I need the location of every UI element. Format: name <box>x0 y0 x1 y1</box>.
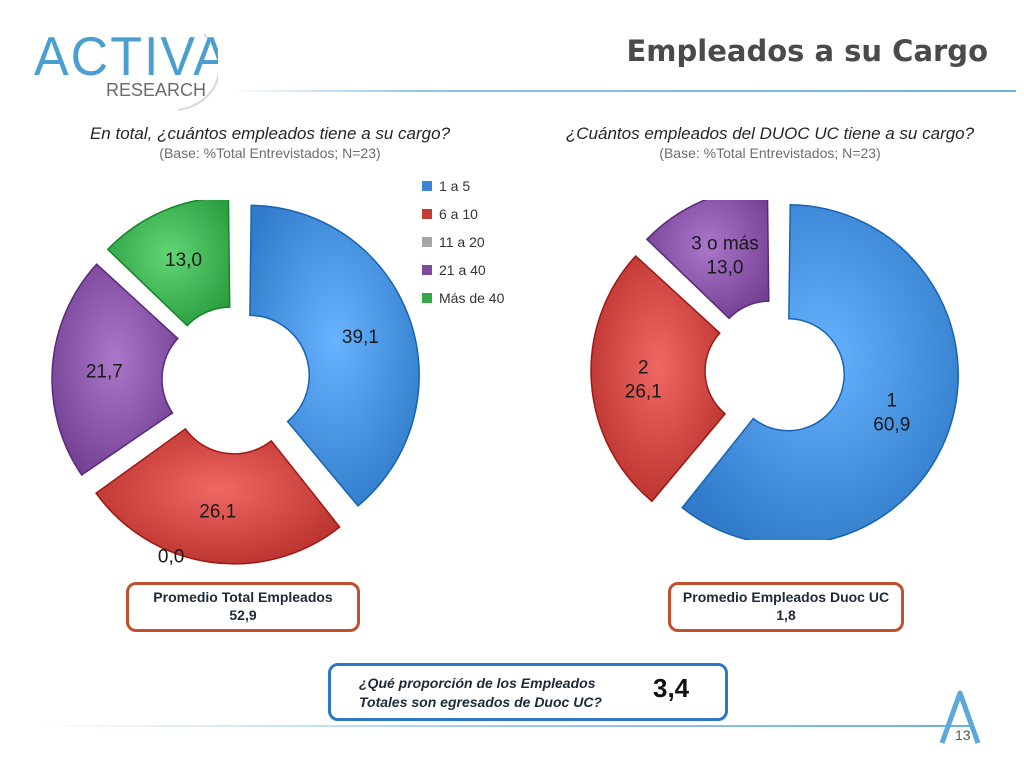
right-question: ¿Cuántos empleados del DUOC UC tiene a s… <box>565 124 975 143</box>
title-divider <box>226 90 1016 92</box>
duoc-employees-donut-chart: 1 60,9 2 26,1 3 o más 13,0 <box>590 200 959 540</box>
logo-swoosh <box>177 33 218 111</box>
logo-sub-text: RESEARCH <box>106 80 206 100</box>
legend-item: 6 a 10 <box>422 200 504 228</box>
total-average-box: Promedio Total Empleados 52,9 <box>126 582 360 632</box>
left-base: (Base: %Total Entrevistados; N=23) <box>159 145 381 161</box>
data-label-m-s-de-40: 13,0 <box>165 250 202 271</box>
legend-item: 21 a 40 <box>422 256 504 284</box>
duoc-average-value: 1,8 <box>776 607 796 623</box>
legend-swatch <box>422 209 432 219</box>
legend-label: 21 a 40 <box>439 262 486 278</box>
legend-swatch <box>422 265 432 275</box>
proportion-question: ¿Qué proporción de los Empleados Totales… <box>359 675 602 710</box>
proportion-value: 3,4 <box>653 673 690 703</box>
legend-label: 1 a 5 <box>439 178 471 194</box>
data-label-3-o-m-s: 3 o más 13,0 <box>691 233 759 278</box>
footer-divider <box>30 725 970 727</box>
slice-1 <box>681 203 959 540</box>
proportion-box: ¿Qué proporción de los Empleados Totales… <box>328 663 728 721</box>
logo-main-text: ACTIVA <box>34 27 218 87</box>
page-title: Empleados a su Cargo <box>626 34 988 68</box>
page-number: 13 <box>955 727 971 743</box>
data-label-11-a-20: 0,0 <box>158 547 184 568</box>
data-label-2: 2 26,1 <box>625 358 662 403</box>
legend-item: Más de 40 <box>422 284 504 312</box>
total-average-value: 52,9 <box>229 607 257 623</box>
total-employees-donut-chart: 39,1 26,1 0,0 21,7 13,0 <box>51 200 420 568</box>
slice-21-a-40 <box>51 263 179 476</box>
legend-label: 6 a 10 <box>439 206 478 222</box>
slice-1-a-5 <box>249 204 420 508</box>
left-question: En total, ¿cuántos empleados tiene a su … <box>89 124 451 143</box>
slice-2 <box>590 254 727 503</box>
total-average-label: Promedio Total Empleados <box>153 589 333 605</box>
chart-legend: 1 a 5 6 a 10 11 a 20 21 a 40 Más de 40 <box>422 172 504 312</box>
legend-item: 11 a 20 <box>422 228 504 256</box>
legend-item: 1 a 5 <box>422 172 504 200</box>
legend-swatch <box>422 293 432 303</box>
duoc-average-box: Promedio Empleados Duoc UC 1,8 <box>668 582 904 632</box>
legend-swatch <box>422 237 432 247</box>
duoc-average-label: Promedio Empleados Duoc UC <box>682 589 890 605</box>
activa-research-logo: ACTIVA RESEARCH <box>34 27 218 111</box>
slice-m-s-de-40 <box>106 200 231 327</box>
data-label-1: 1 60,9 <box>873 391 910 436</box>
legend-label: 11 a 20 <box>439 234 485 250</box>
corner-logo-icon <box>939 690 981 744</box>
data-label-1-a-5: 39,1 <box>342 327 379 348</box>
data-label-6-a-10: 26,1 <box>199 502 236 523</box>
right-base: (Base: %Total Entrevistados; N=23) <box>659 145 881 161</box>
legend-label: Más de 40 <box>439 290 505 306</box>
slice-3-o-m-s <box>645 200 770 320</box>
data-label-21-a-40: 21,7 <box>86 362 123 383</box>
slice-6-a-10 <box>95 427 341 565</box>
legend-swatch <box>422 181 432 191</box>
